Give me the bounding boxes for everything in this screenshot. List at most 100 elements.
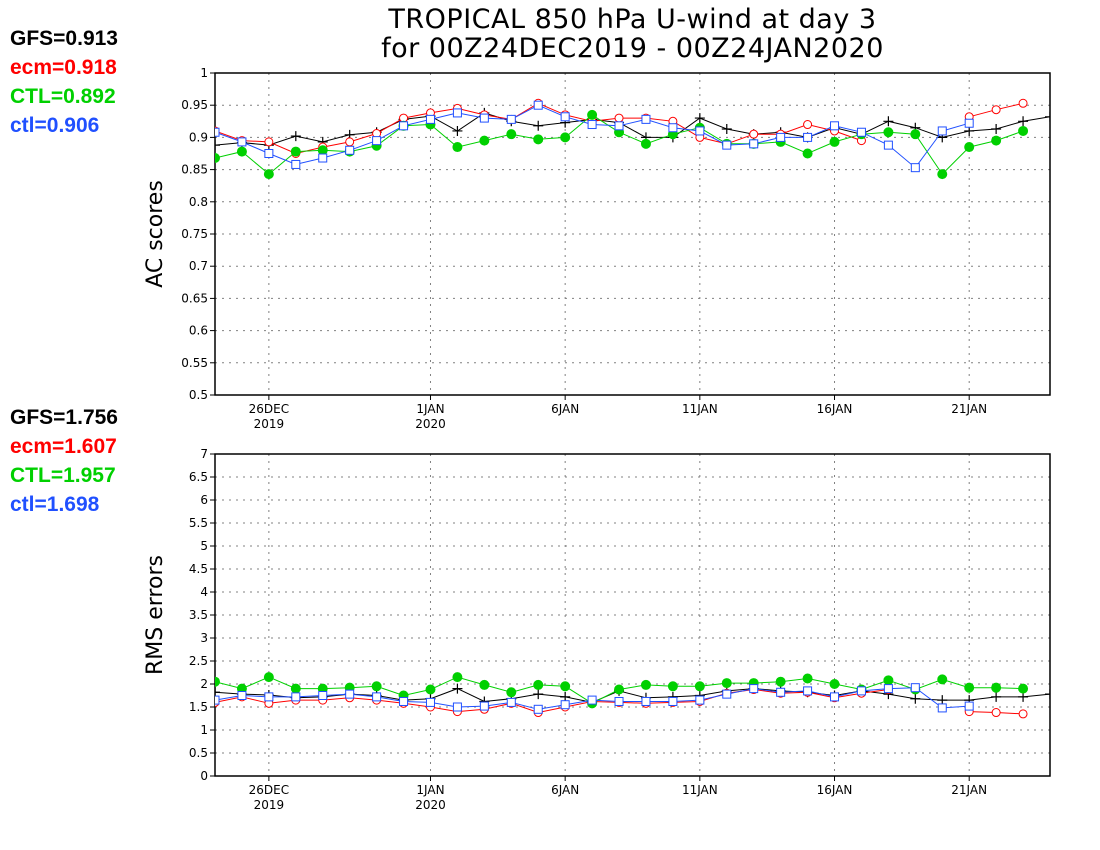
data-point-CTL: [640, 679, 651, 690]
data-point-GFS: [694, 113, 705, 124]
data-point-ctl: [722, 689, 732, 699]
y-tick-label: 5: [200, 539, 208, 553]
data-point-ctl: [964, 118, 974, 128]
data-point-ctl: [614, 121, 624, 131]
data-point-ctl: [883, 684, 893, 694]
data-point-GFS: [452, 683, 463, 694]
x-tick-label: 16JAN: [817, 402, 853, 416]
y-tick-label: 3: [200, 631, 208, 645]
data-point-ctl: [749, 684, 759, 694]
data-point-ctl: [237, 691, 247, 700]
score-ctl-rms: ctl=1.698: [10, 493, 100, 516]
x-tick-sublabel: 2019: [254, 417, 285, 431]
y-tick-label: 1.5: [189, 700, 208, 714]
data-point-CTL: [263, 169, 274, 180]
data-point-CTL: [964, 682, 975, 693]
data-point-ctl: [560, 112, 570, 122]
data-point-ecm: [803, 120, 813, 130]
data-point-CTL: [802, 148, 813, 159]
data-point-CTL: [991, 135, 1002, 146]
data-point-ctl: [695, 126, 705, 136]
x-tick-label: 1JAN: [416, 783, 444, 797]
data-point-ctl: [856, 686, 866, 696]
y-tick-label: 0.8: [189, 195, 208, 209]
data-point-ctl: [452, 108, 462, 118]
data-point-GFS: [215, 687, 220, 698]
y-tick-label: 0.75: [181, 227, 208, 241]
x-tick-sublabel: 2020: [415, 417, 446, 431]
data-point-ctl: [776, 132, 786, 142]
data-point-CTL: [452, 672, 463, 683]
data-point-CTL: [883, 675, 894, 686]
score-GFS-ac: GFS=0.913: [10, 27, 118, 50]
y-tick-label: 4.5: [189, 562, 208, 576]
score-CTL-rms: CTL=1.957: [10, 464, 116, 487]
data-point-CTL: [263, 672, 274, 683]
x-tick-label: 26DEC: [249, 402, 289, 416]
data-point-ctl: [533, 100, 543, 110]
data-point-GFS: [533, 120, 544, 131]
data-point-ctl: [830, 121, 840, 131]
data-point-ctl: [237, 137, 247, 147]
data-point-ctl: [722, 140, 732, 150]
data-point-ctl: [587, 695, 597, 705]
y-tick-label: 0.9: [189, 130, 208, 144]
chart-panel-ac: 0.5 0.55 0.6 0.65 0.7 0.75 0.8 0.85 0.9 0.95 1 26DE…: [143, 66, 1051, 431]
y-tick-label: 0.5: [189, 388, 208, 402]
x-tick-label: 1JAN: [416, 402, 444, 416]
data-point-ecm: [991, 105, 1001, 115]
data-point-ecm: [1018, 709, 1028, 719]
y-axis-label: AC scores: [143, 180, 168, 288]
y-tick-label: 0.6: [189, 324, 208, 338]
chart-title: TROPICAL 850 hPa U-wind at day 3: [388, 4, 877, 35]
data-point-ctl: [372, 136, 382, 146]
data-point-CTL: [452, 142, 463, 153]
y-tick-label: 3.5: [189, 608, 208, 622]
x-tick-sublabel: 2019: [254, 798, 285, 812]
y-axis-label: RMS errors: [143, 555, 168, 675]
data-point-ctl: [803, 132, 813, 142]
data-point-CTL: [290, 683, 301, 694]
x-tick-label: 11JAN: [682, 402, 718, 416]
data-point-ecm: [614, 113, 624, 123]
data-point-ctl: [215, 695, 220, 705]
data-point-ctl: [479, 701, 489, 711]
data-point-GFS: [1045, 111, 1050, 122]
data-point-ecm: [264, 137, 274, 147]
data-point-CTL: [964, 142, 975, 153]
data-point-CTL: [910, 129, 921, 140]
data-point-CTL: [937, 674, 948, 685]
data-point-ctl: [533, 704, 543, 714]
data-point-GFS: [452, 125, 463, 136]
data-point-ctl: [668, 123, 678, 133]
x-tick-label: 11JAN: [682, 783, 718, 797]
data-point-GFS: [721, 124, 732, 135]
x-tick-label: 6JAN: [551, 402, 579, 416]
data-point-ctl: [910, 683, 920, 693]
data-point-ctl: [856, 127, 866, 137]
score-ecm-rms: ecm=1.607: [10, 435, 117, 458]
series-line-GFS: [215, 688, 1050, 703]
data-point-ctl: [345, 145, 355, 155]
data-point-ctl: [452, 702, 462, 712]
data-point-ctl: [215, 127, 220, 137]
data-point-CTL: [829, 136, 840, 147]
score-GFS-rms: GFS=1.756: [10, 406, 118, 429]
data-point-ctl: [668, 696, 678, 706]
data-point-CTL: [215, 153, 220, 164]
data-point-ctl: [506, 697, 516, 707]
data-point-ctl: [883, 140, 893, 150]
plot-frame: [214, 453, 1051, 777]
data-point-ctl: [291, 692, 301, 702]
data-point-CTL: [371, 681, 382, 692]
data-point-ctl: [587, 120, 597, 130]
data-point-ctl: [291, 159, 301, 169]
y-tick-label: 1: [200, 723, 208, 737]
series-ctl: [215, 683, 974, 714]
data-point-ctl: [830, 692, 840, 702]
y-tick-label: 0.85: [181, 163, 208, 177]
series-line-ecm: [215, 688, 889, 714]
data-point-CTL: [236, 146, 247, 157]
